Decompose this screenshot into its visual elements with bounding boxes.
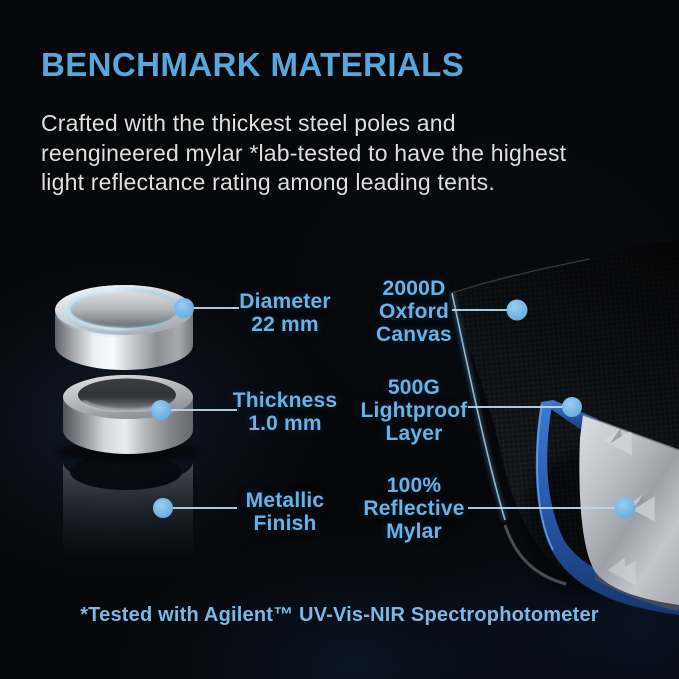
pole-ring-top: [55, 285, 193, 370]
page-title: BENCHMARK MATERIALS: [41, 46, 465, 83]
steel-pole-rings-illustration: [55, 285, 200, 557]
blue-layer-edge-highlight: [536, 403, 554, 551]
annotation-pole-finish: Metallic Finish: [245, 489, 325, 535]
footnote: *Tested with Agilent™ UV-Vis-NIR Spectro…: [80, 604, 599, 626]
reflective-mylar-layer: [579, 414, 679, 612]
mountain-logo-icon: [603, 427, 655, 586]
canvas-underside-edge: [503, 524, 567, 586]
pole-reflection: [63, 454, 193, 557]
canvas-edge-highlight: [451, 292, 506, 521]
annotation-pole-thickness: Thickness 1.0 mm: [232, 389, 338, 435]
annotation-fabric-mylar: 100% Reflective Mylar: [363, 474, 465, 543]
annotation-fabric-lightproof: 500G Lightproof Layer: [360, 376, 468, 445]
annotation-fabric-canvas: 2000D Oxford Canvas: [376, 277, 452, 346]
annotation-pole-diameter: Diameter 22 mm: [239, 290, 331, 336]
pole-ring-bottom: [63, 375, 193, 454]
intro-text: Crafted with the thickest steel poles an…: [41, 110, 567, 195]
